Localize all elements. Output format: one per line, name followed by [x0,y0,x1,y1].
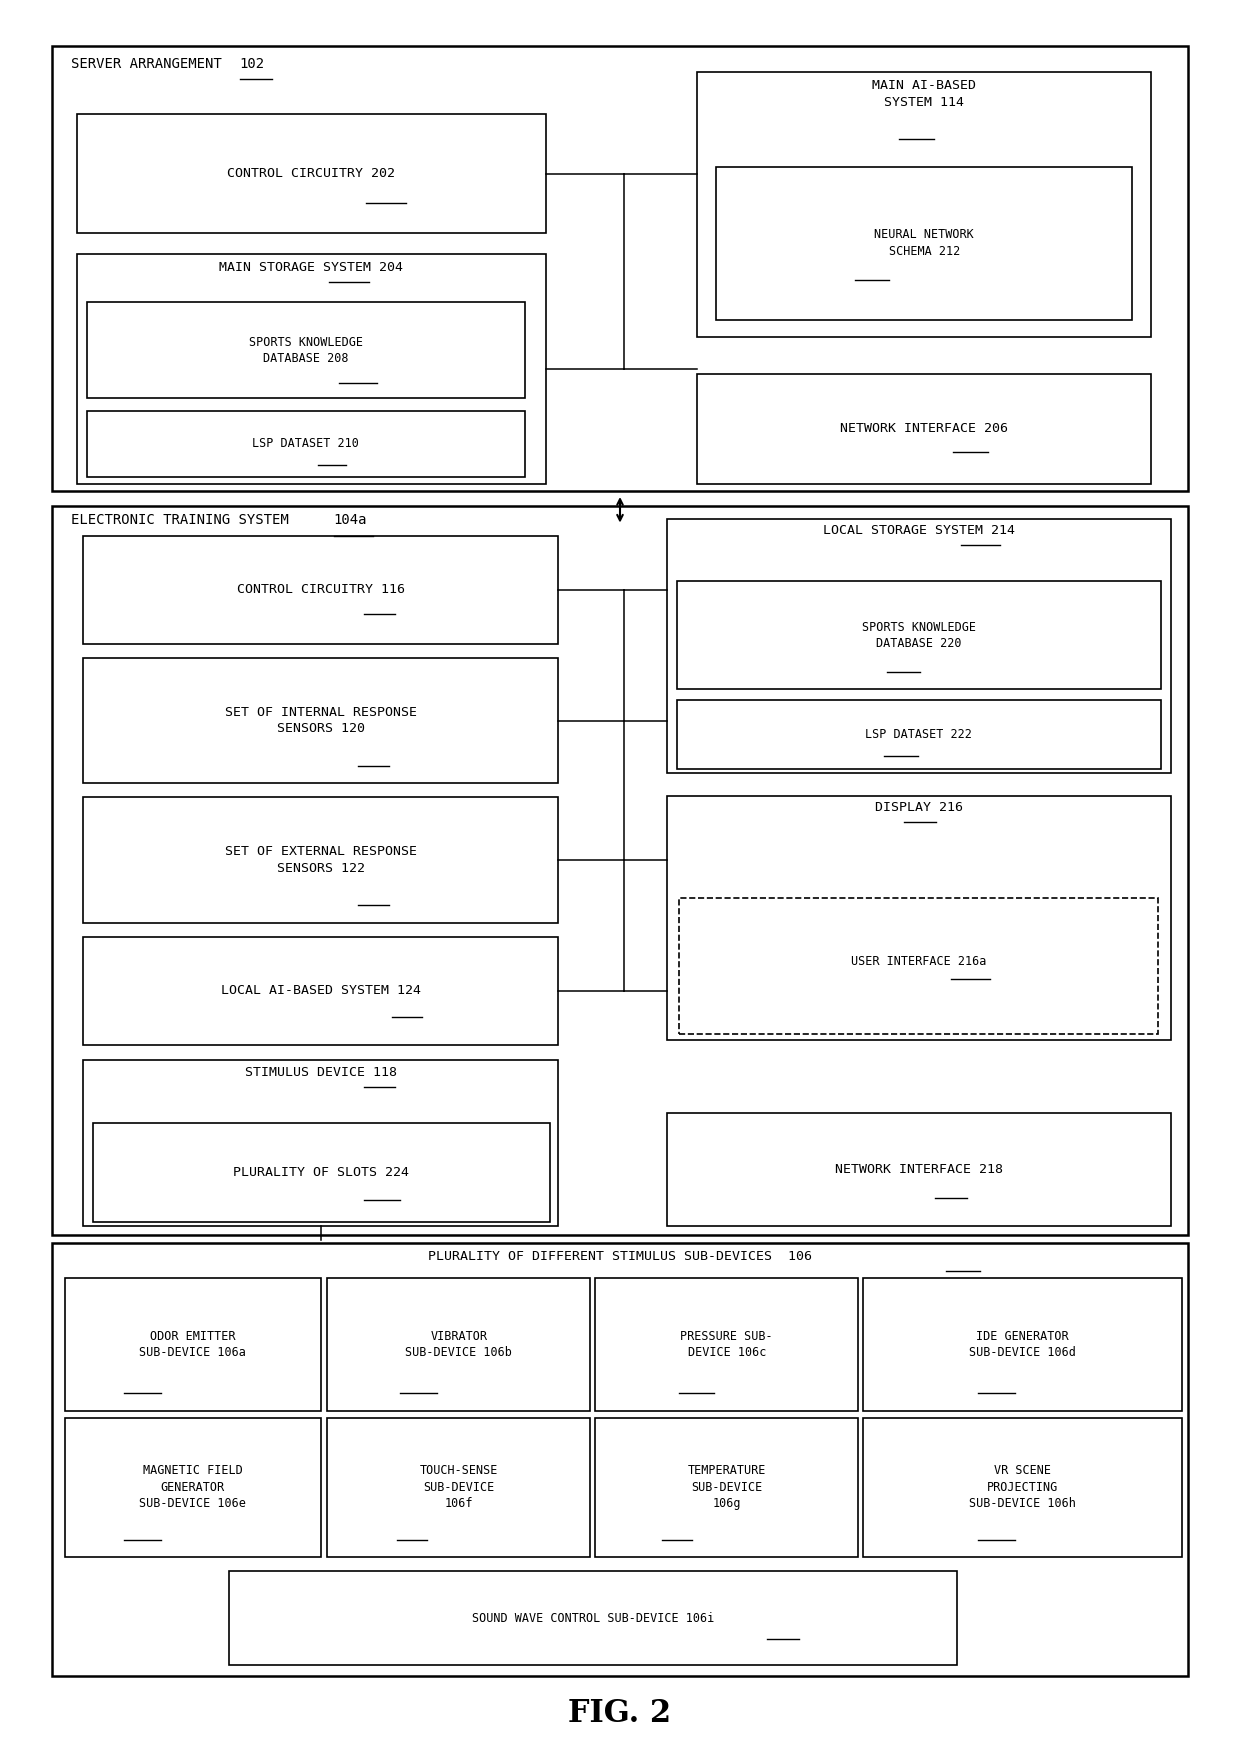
FancyBboxPatch shape [697,374,1151,484]
Text: MAGNETIC FIELD
GENERATOR
SUB-DEVICE 106e: MAGNETIC FIELD GENERATOR SUB-DEVICE 106e [139,1465,247,1510]
FancyBboxPatch shape [863,1418,1182,1557]
Text: SOUND WAVE CONTROL SUB-DEVICE 106i: SOUND WAVE CONTROL SUB-DEVICE 106i [471,1612,714,1624]
FancyBboxPatch shape [83,937,558,1045]
Text: CONTROL CIRCUITRY 116: CONTROL CIRCUITRY 116 [237,584,404,596]
FancyBboxPatch shape [667,795,1171,1040]
FancyBboxPatch shape [595,1278,858,1411]
FancyBboxPatch shape [667,1113,1171,1225]
Text: LOCAL STORAGE SYSTEM 214: LOCAL STORAGE SYSTEM 214 [822,524,1014,537]
FancyBboxPatch shape [64,1278,321,1411]
FancyBboxPatch shape [64,1418,321,1557]
FancyBboxPatch shape [327,1418,590,1557]
Text: ELECTRONIC TRAINING SYSTEM: ELECTRONIC TRAINING SYSTEM [71,514,305,528]
Text: ODOR EMITTER
SUB-DEVICE 106a: ODOR EMITTER SUB-DEVICE 106a [139,1330,247,1360]
Text: NETWORK INTERFACE 218: NETWORK INTERFACE 218 [835,1162,1003,1176]
FancyBboxPatch shape [595,1418,858,1557]
FancyBboxPatch shape [717,166,1132,320]
FancyBboxPatch shape [77,114,546,232]
Text: VR SCENE
PROJECTING
SUB-DEVICE 106h: VR SCENE PROJECTING SUB-DEVICE 106h [968,1465,1076,1510]
Text: SPORTS KNOWLEDGE
DATABASE 220: SPORTS KNOWLEDGE DATABASE 220 [862,621,976,650]
FancyBboxPatch shape [327,1278,590,1411]
FancyBboxPatch shape [52,507,1188,1234]
FancyBboxPatch shape [863,1278,1182,1411]
Text: TEMPERATURE
SUB-DEVICE
106g: TEMPERATURE SUB-DEVICE 106g [688,1465,766,1510]
FancyBboxPatch shape [677,582,1161,689]
Text: IDE GENERATOR
SUB-DEVICE 106d: IDE GENERATOR SUB-DEVICE 106d [968,1330,1076,1360]
Text: LOCAL AI-BASED SYSTEM 124: LOCAL AI-BASED SYSTEM 124 [221,984,420,998]
Text: PLURALITY OF DIFFERENT STIMULUS SUB-DEVICES  106: PLURALITY OF DIFFERENT STIMULUS SUB-DEVI… [428,1250,812,1264]
FancyBboxPatch shape [52,1243,1188,1676]
Text: SPORTS KNOWLEDGE
DATABASE 208: SPORTS KNOWLEDGE DATABASE 208 [249,336,363,365]
Text: DISPLAY 216: DISPLAY 216 [874,801,962,815]
FancyBboxPatch shape [677,699,1161,769]
Text: SET OF EXTERNAL RESPONSE
SENSORS 122: SET OF EXTERNAL RESPONSE SENSORS 122 [224,846,417,874]
FancyBboxPatch shape [83,797,558,923]
Text: 102: 102 [239,56,265,70]
FancyBboxPatch shape [667,519,1171,773]
FancyBboxPatch shape [228,1571,957,1666]
Text: TOUCH-SENSE
SUB-DEVICE
106f: TOUCH-SENSE SUB-DEVICE 106f [419,1465,498,1510]
Text: LSP DATASET 222: LSP DATASET 222 [866,729,972,741]
Text: USER INTERFACE 216a: USER INTERFACE 216a [851,954,987,968]
Text: 104a: 104a [334,514,367,528]
Text: STIMULUS DEVICE 118: STIMULUS DEVICE 118 [246,1066,397,1079]
FancyBboxPatch shape [697,72,1151,337]
Text: NETWORK INTERFACE 206: NETWORK INTERFACE 206 [839,423,1008,435]
Text: PLURALITY OF SLOTS 224: PLURALITY OF SLOTS 224 [233,1166,409,1180]
Text: VIBRATOR
SUB-DEVICE 106b: VIBRATOR SUB-DEVICE 106b [405,1330,512,1360]
Text: CONTROL CIRCUITRY 202: CONTROL CIRCUITRY 202 [227,168,396,180]
Text: NEURAL NETWORK
SCHEMA 212: NEURAL NETWORK SCHEMA 212 [874,229,975,259]
Text: MAIN STORAGE SYSTEM 204: MAIN STORAGE SYSTEM 204 [219,260,403,274]
Text: SERVER ARRANGEMENT: SERVER ARRANGEMENT [71,56,229,70]
FancyBboxPatch shape [680,898,1158,1035]
Text: LSP DATASET 210: LSP DATASET 210 [253,437,360,451]
FancyBboxPatch shape [87,411,525,477]
FancyBboxPatch shape [93,1124,549,1222]
Text: MAIN AI-BASED
SYSTEM 114: MAIN AI-BASED SYSTEM 114 [872,79,976,108]
FancyBboxPatch shape [83,1061,558,1225]
FancyBboxPatch shape [83,657,558,783]
FancyBboxPatch shape [77,253,546,484]
FancyBboxPatch shape [52,47,1188,491]
Text: FIG. 2: FIG. 2 [568,1699,672,1729]
Text: SET OF INTERNAL RESPONSE
SENSORS 120: SET OF INTERNAL RESPONSE SENSORS 120 [224,706,417,736]
Text: PRESSURE SUB-
DEVICE 106c: PRESSURE SUB- DEVICE 106c [681,1330,773,1360]
FancyBboxPatch shape [83,537,558,643]
FancyBboxPatch shape [87,302,525,399]
